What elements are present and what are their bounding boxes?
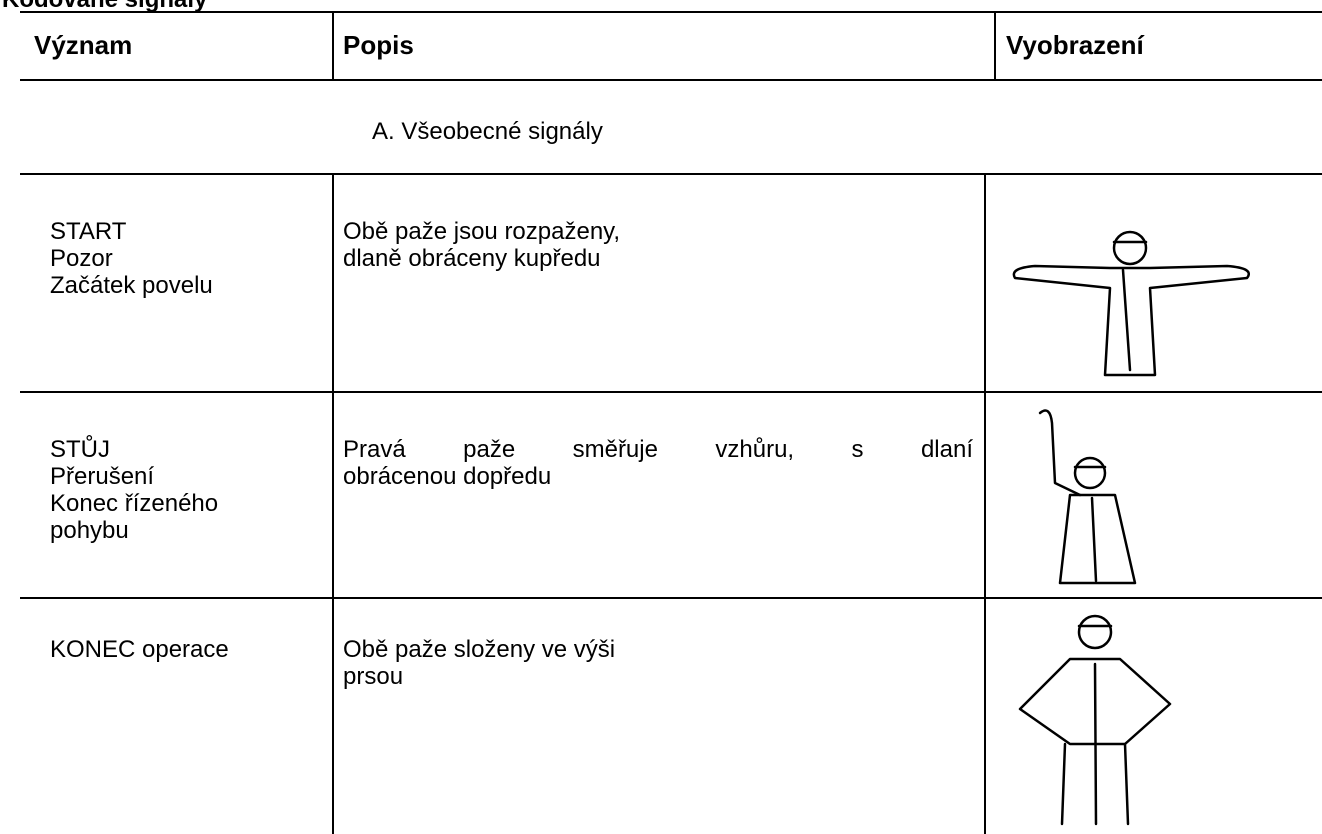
- meaning-cell: START Pozor Začátek povelu: [50, 218, 213, 299]
- meaning-cell: STŮJ Přerušení Konec řízeného pohybu: [50, 436, 218, 544]
- text-line: Pravá paže směřuje vzhůru, s dlaní: [343, 436, 973, 463]
- description-cell: Obě paže jsou rozpaženy, dlaně obráceny …: [343, 218, 620, 272]
- column-header: Popis: [343, 30, 414, 60]
- text-line: KONEC operace: [50, 636, 229, 663]
- text-line: obrácenou dopředu: [343, 463, 552, 490]
- text-line: Přerušení: [50, 463, 155, 490]
- text-line: Konec řízeného: [50, 490, 219, 517]
- table-border: [20, 79, 1322, 81]
- description-cell: Pravá paže směřuje vzhůru, s dlaní obrác…: [343, 436, 973, 490]
- description-cell: Obě paže složeny ve výši prsou: [343, 636, 615, 690]
- text-line: pohybu: [50, 517, 129, 544]
- page-title: Kódované signály: [2, 0, 207, 14]
- text-line: Pozor: [50, 245, 113, 272]
- signal-illustration: [1038, 409, 1137, 585]
- column-divider: [332, 11, 334, 81]
- text-line: Začátek povelu: [50, 272, 213, 299]
- meaning-cell: KONEC operace: [50, 636, 229, 663]
- text-line: Obě paže jsou rozpaženy,: [343, 218, 621, 245]
- table-border: [20, 391, 1322, 393]
- column-header: Význam: [34, 30, 133, 60]
- table-border: [20, 597, 1322, 599]
- text-line: START: [50, 218, 127, 245]
- signal-illustration: [1018, 614, 1172, 826]
- table-border: [20, 11, 1322, 13]
- column-divider: [332, 173, 334, 834]
- text-line: dlaně obráceny kupředu: [343, 245, 601, 272]
- text-line: STŮJ: [50, 436, 110, 463]
- column-divider: [984, 173, 986, 834]
- table-border: [20, 173, 1322, 175]
- section-heading: A. Všeobecné signály: [372, 118, 603, 145]
- column-divider: [994, 11, 996, 81]
- text-line: prsou: [343, 663, 404, 690]
- column-header: Vyobrazení: [1006, 30, 1144, 60]
- text-line: Obě paže složeny ve výši: [343, 636, 616, 663]
- signal-illustration: [1012, 230, 1250, 377]
